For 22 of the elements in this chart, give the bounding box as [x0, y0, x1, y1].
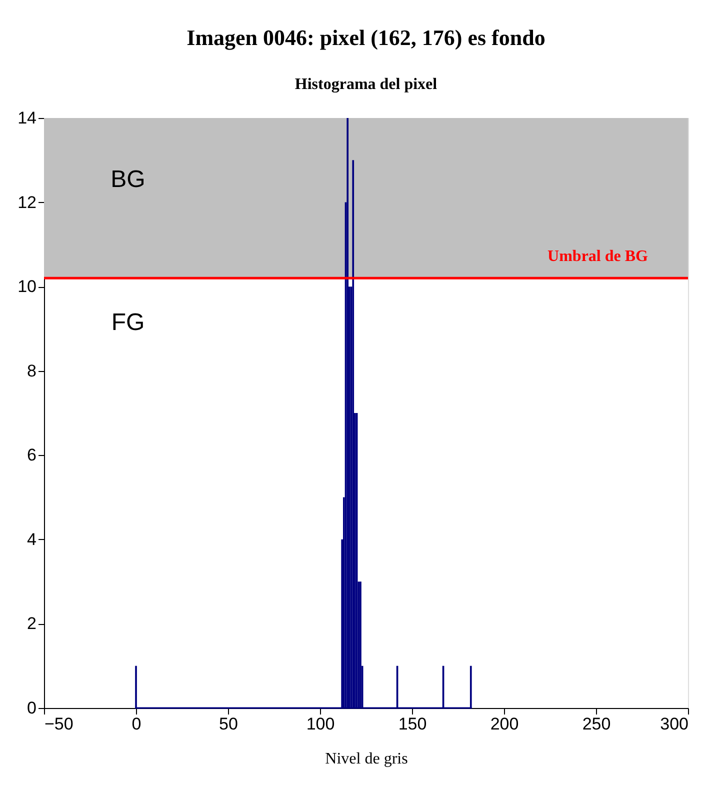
x-tick-label: 300 [660, 714, 688, 734]
x-tick-label: −50 [44, 714, 74, 734]
y-tick-label: 4 [27, 530, 36, 549]
x-tick-label: 200 [490, 714, 519, 734]
chart-title: Imagen 0046: pixel (162, 176) es fondo [186, 25, 546, 50]
ref-line-label: Umbral de BG [548, 248, 649, 266]
x-tick-label: 100 [306, 714, 335, 734]
chart-subtitle: Histograma del pixel [294, 76, 438, 93]
x-tick-label: 0 [132, 714, 142, 734]
y-tick-label: 14 [18, 108, 36, 128]
x-tick-label: 250 [582, 714, 611, 734]
x-axis-title: Nivel de gris [325, 750, 408, 768]
annotation: BG [110, 166, 146, 193]
y-tick-label: 2 [27, 614, 36, 634]
x-tick-label: 50 [219, 714, 238, 734]
y-tick-label: 12 [18, 192, 36, 212]
y-tick-label: 0 [27, 698, 36, 718]
annotation: FG [111, 309, 145, 336]
y-tick-label: 10 [18, 277, 36, 296]
x-tick-label: 150 [398, 714, 427, 734]
y-tick-label: 6 [27, 446, 36, 465]
y-tick-label: 8 [27, 361, 36, 380]
